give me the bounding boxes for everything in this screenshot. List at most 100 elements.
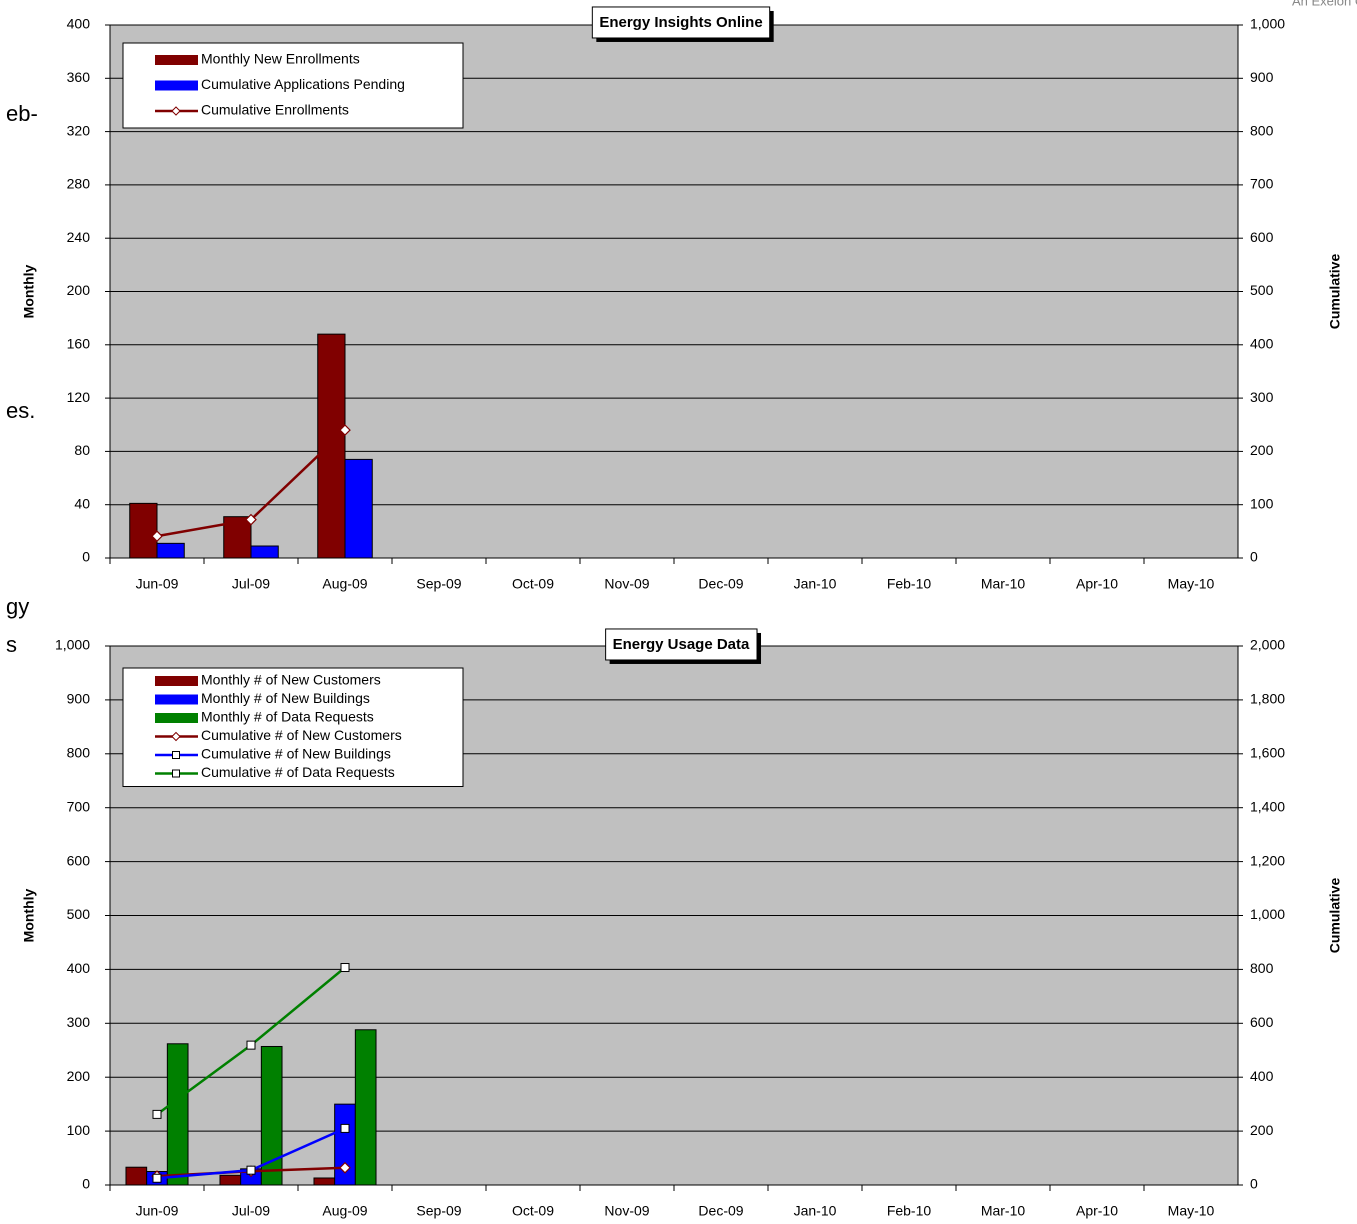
x-tick-label: Mar-10 xyxy=(981,576,1026,592)
legend-swatch xyxy=(155,694,198,705)
y2-tick-label: 400 xyxy=(1250,1068,1274,1084)
legend-label: Cumulative Applications Pending xyxy=(201,76,405,92)
x-tick-label: Feb-10 xyxy=(887,576,932,592)
background-text: gy xyxy=(6,594,29,619)
legend-label: Cumulative # of New Buildings xyxy=(201,746,391,762)
y-tick-label: 160 xyxy=(67,336,91,352)
point xyxy=(152,1173,162,1183)
y2-tick-label: 1,400 xyxy=(1250,798,1285,814)
x-tick-label: Dec-09 xyxy=(698,576,743,592)
y2-tick-label: 800 xyxy=(1250,960,1274,976)
y-tick-label: 500 xyxy=(67,906,91,922)
point xyxy=(245,513,257,526)
legend-label: Monthly New Enrollments xyxy=(201,51,360,67)
x-tick-label: Nov-09 xyxy=(604,576,649,592)
y-tick-label: 800 xyxy=(67,745,91,761)
bar xyxy=(219,1174,242,1186)
y2-tick-label: 200 xyxy=(1250,442,1274,458)
x-tick-label: Oct-09 xyxy=(512,1203,554,1219)
bar xyxy=(313,1177,336,1186)
point xyxy=(152,1109,162,1119)
x-tick-label: Sep-09 xyxy=(416,576,461,592)
chart-title: Energy Insights Online xyxy=(599,14,762,31)
legend-marker xyxy=(171,731,181,742)
y2-tick-label: 700 xyxy=(1250,176,1274,192)
y-tick-label: 700 xyxy=(67,798,91,814)
y-tick-label: 280 xyxy=(67,176,91,192)
y2-tick-label: 2,000 xyxy=(1250,637,1285,653)
y2-tick-label: 600 xyxy=(1250,1014,1274,1030)
x-tick-label: Jun-09 xyxy=(136,576,179,592)
x-tick-label: Apr-10 xyxy=(1076,1203,1118,1219)
legend-box xyxy=(122,667,464,787)
x-tick-label: Jan-10 xyxy=(794,576,837,592)
y-tick-label: 900 xyxy=(67,691,91,707)
y2-tick-label: 900 xyxy=(1250,69,1274,85)
bar xyxy=(260,1045,283,1186)
y2-tick-label: 0 xyxy=(1250,549,1258,565)
background-text: s xyxy=(6,632,17,657)
y-tick-label: 320 xyxy=(67,122,91,138)
legend-swatch xyxy=(155,676,198,686)
legend-label: Monthly # of New Customers xyxy=(201,672,381,688)
legend-swatch xyxy=(155,55,198,65)
legend-label: Cumulative Enrollments xyxy=(201,102,349,118)
point xyxy=(339,1161,351,1174)
y-tick-label: 360 xyxy=(67,69,91,85)
bar xyxy=(354,1029,377,1186)
point xyxy=(340,1123,350,1133)
y2-tick-label: 500 xyxy=(1250,282,1274,298)
bar xyxy=(125,1166,148,1186)
y-tick-label: 200 xyxy=(67,282,91,298)
bar xyxy=(166,1043,189,1186)
y-tick-label: 120 xyxy=(67,389,91,405)
y-tick-label: 240 xyxy=(67,229,91,245)
y2-tick-label: 1,000 xyxy=(1250,16,1285,32)
point xyxy=(339,424,351,436)
legend-swatch xyxy=(155,713,198,723)
bar xyxy=(250,545,279,559)
point xyxy=(340,963,350,973)
x-tick-label: Feb-10 xyxy=(887,1203,932,1219)
x-tick-label: Jan-10 xyxy=(794,1203,837,1219)
x-tick-label: May-10 xyxy=(1168,576,1215,592)
y-tick-label: 100 xyxy=(67,1122,91,1138)
x-tick-label: Jul-09 xyxy=(232,576,270,592)
y2-tick-label: 200 xyxy=(1250,1122,1274,1138)
legend-marker xyxy=(172,769,180,778)
y-tick-label: 0 xyxy=(82,549,90,565)
bar xyxy=(344,458,373,559)
x-tick-label: Mar-10 xyxy=(981,1203,1026,1219)
y-axis-title: Monthly xyxy=(21,888,37,942)
x-tick-label: Sep-09 xyxy=(416,1203,461,1219)
x-tick-label: Aug-09 xyxy=(322,576,367,592)
legend-label: Cumulative # of New Customers xyxy=(201,727,402,743)
legend-label: Monthly # of New Buildings xyxy=(201,690,370,706)
y2-tick-label: 1,600 xyxy=(1250,745,1285,761)
x-tick-label: Jun-09 xyxy=(136,1203,179,1219)
y2-tick-label: 1,000 xyxy=(1250,906,1285,922)
y-tick-label: 40 xyxy=(74,495,90,511)
x-tick-label: May-10 xyxy=(1168,1203,1215,1219)
legend-marker xyxy=(171,106,181,116)
point xyxy=(246,1165,256,1175)
y2-tick-label: 800 xyxy=(1250,122,1274,138)
y2-tick-label: 100 xyxy=(1250,495,1274,511)
y2-tick-label: 0 xyxy=(1250,1176,1258,1192)
y2-tick-label: 1,200 xyxy=(1250,852,1285,868)
background-text: An Exelon Company xyxy=(1292,0,1357,8)
background-text: es. xyxy=(6,398,35,423)
point xyxy=(151,530,163,542)
x-tick-label: Oct-09 xyxy=(512,576,554,592)
x-tick-label: Jul-09 xyxy=(232,1203,270,1219)
y2-tick-label: 300 xyxy=(1250,389,1274,405)
y2-axis-title: Cumulative xyxy=(1327,878,1343,954)
chart-title: Energy Usage Data xyxy=(613,636,750,653)
y-tick-label: 400 xyxy=(67,960,91,976)
x-tick-label: Dec-09 xyxy=(698,1203,743,1219)
background-text: eb- xyxy=(6,101,38,126)
y-tick-label: 600 xyxy=(67,852,91,868)
title-box xyxy=(591,6,771,39)
x-tick-label: Nov-09 xyxy=(604,1203,649,1219)
